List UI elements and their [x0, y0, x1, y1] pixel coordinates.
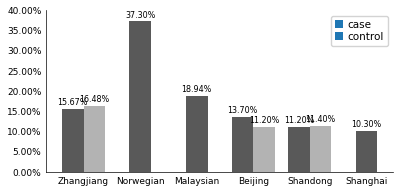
Bar: [62, 109, 84, 172]
Text: 37.30%: 37.30%: [125, 11, 155, 20]
Bar: [186, 96, 208, 172]
Bar: [288, 127, 310, 172]
Text: 15.67%: 15.67%: [58, 98, 88, 107]
Text: 16.48%: 16.48%: [79, 95, 110, 104]
Legend: case, control: case, control: [331, 16, 388, 46]
Bar: [356, 130, 377, 172]
Text: 11.20%: 11.20%: [284, 116, 314, 125]
Bar: [253, 127, 275, 172]
Text: 11.40%: 11.40%: [306, 115, 336, 124]
Text: 13.70%: 13.70%: [228, 106, 258, 115]
Text: 18.94%: 18.94%: [182, 85, 212, 94]
Bar: [130, 21, 151, 172]
Bar: [232, 117, 253, 172]
Text: 11.20%: 11.20%: [249, 116, 279, 125]
Bar: [310, 126, 332, 172]
Text: 10.30%: 10.30%: [352, 120, 382, 129]
Bar: [84, 106, 105, 172]
